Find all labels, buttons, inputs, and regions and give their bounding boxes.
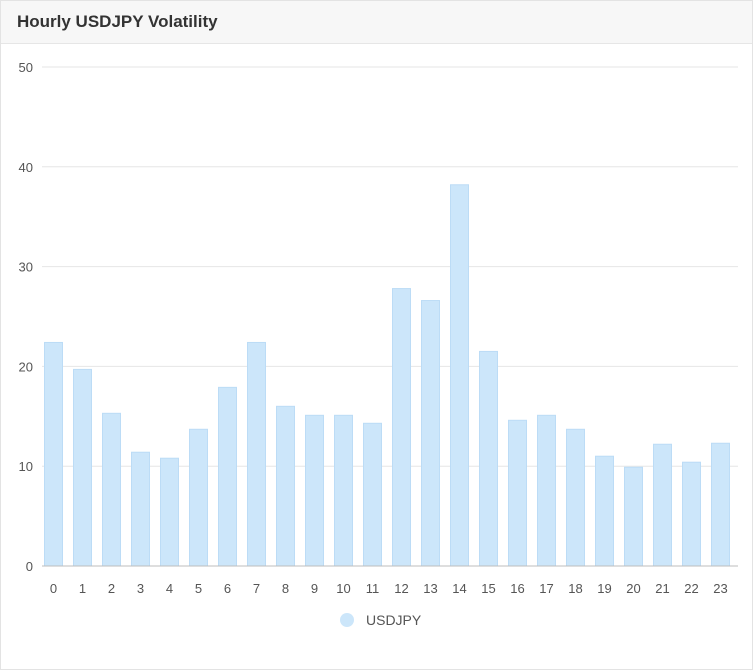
bar-19 [595, 455, 614, 567]
bar-15 [479, 350, 498, 567]
x-tick-label: 10 [336, 581, 350, 596]
x-tick-label: 19 [597, 581, 611, 596]
bar-21 [653, 443, 672, 567]
bar-20 [624, 466, 643, 567]
y-tick-label: 10 [19, 459, 33, 474]
bar-11 [363, 422, 382, 567]
bar-22 [682, 461, 701, 567]
bar-4 [160, 457, 179, 567]
legend-marker [340, 613, 354, 627]
x-tick-label: 11 [366, 581, 380, 596]
x-tick-label: 14 [452, 581, 466, 596]
x-tick-label: 4 [166, 581, 173, 596]
x-tick-label: 12 [394, 581, 408, 596]
bar-9 [305, 414, 324, 567]
x-tick-label: 17 [539, 581, 553, 596]
y-tick-label: 40 [19, 160, 33, 175]
x-tick-label: 2 [108, 581, 115, 596]
bar-6 [218, 386, 237, 567]
bar-16 [508, 419, 527, 567]
y-tick-label: 30 [19, 260, 33, 275]
y-tick-label: 0 [26, 559, 33, 574]
y-tick-label: 20 [19, 359, 33, 374]
x-tick-label: 13 [423, 581, 437, 596]
bar-7 [247, 341, 266, 567]
x-tick-label: 0 [50, 581, 57, 596]
bar-17 [537, 414, 556, 567]
x-tick-label: 7 [253, 581, 260, 596]
x-tick-label: 20 [626, 581, 640, 596]
card-header: Hourly USDJPY Volatility [1, 1, 752, 44]
x-tick-label: 18 [568, 581, 582, 596]
bar-12 [392, 288, 411, 567]
bar-2 [102, 412, 121, 567]
x-tick-label: 22 [684, 581, 698, 596]
bar-10 [334, 414, 353, 567]
bar-8 [276, 405, 295, 567]
x-tick-label: 23 [713, 581, 727, 596]
bar-0 [44, 341, 63, 567]
x-tick-label: 3 [137, 581, 144, 596]
x-tick-label: 21 [655, 581, 669, 596]
bar-14 [450, 184, 469, 567]
bar-5 [189, 428, 208, 567]
x-tick-label: 6 [224, 581, 231, 596]
bar-23 [711, 442, 730, 567]
x-tick-label: 15 [481, 581, 495, 596]
bar-18 [566, 428, 585, 567]
x-tick-label: 1 [79, 581, 86, 596]
chart-title: Hourly USDJPY Volatility [17, 12, 218, 31]
x-tick-label: 16 [510, 581, 524, 596]
legend-label: USDJPY [366, 612, 422, 628]
bar-13 [421, 300, 440, 567]
x-tick-label: 9 [311, 581, 318, 596]
x-tick-label: 8 [282, 581, 289, 596]
y-tick-label: 50 [19, 60, 33, 75]
bar-3 [131, 451, 150, 567]
x-tick-label: 5 [195, 581, 202, 596]
bar-1 [73, 368, 92, 567]
